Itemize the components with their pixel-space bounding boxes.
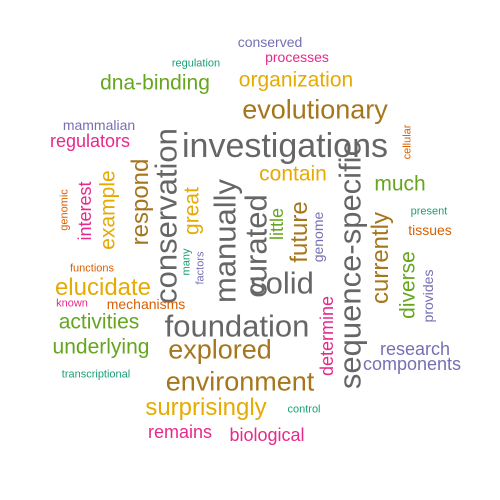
word-tissues: tissues xyxy=(408,222,452,238)
word-present: present xyxy=(410,205,448,218)
word-example: example xyxy=(96,170,120,250)
word-currently: currently xyxy=(367,211,394,305)
word-elucidate: elucidate xyxy=(54,274,152,301)
word-explored: explored xyxy=(168,334,272,365)
word-factors: factors xyxy=(194,251,207,285)
word-regulators: regulators xyxy=(49,131,131,151)
word-future: future xyxy=(286,201,313,263)
word-conserved: conserved xyxy=(237,34,303,50)
word-biological: biological xyxy=(229,425,305,445)
word-control: control xyxy=(287,403,321,416)
word-known: known xyxy=(56,297,88,310)
word-interest: interest xyxy=(75,181,95,241)
word-much: much xyxy=(374,172,426,196)
word-transcriptional: transcriptional xyxy=(61,368,131,381)
word-evolutionary: evolutionary xyxy=(242,94,388,125)
word-activities: activities xyxy=(58,310,140,334)
word-mammalian: mammalian xyxy=(62,117,136,133)
word-dna-binding: dna-binding xyxy=(100,71,210,95)
word-mechanisms: mechanisms xyxy=(106,296,186,312)
word-processes: processes xyxy=(265,49,329,65)
word-little: little xyxy=(267,207,287,241)
word-respond: respond xyxy=(127,158,154,246)
word-provides: provides xyxy=(420,269,436,323)
word-solid: solid xyxy=(250,265,314,301)
word-surprisingly: surprisingly xyxy=(145,394,267,421)
word-determine: determine xyxy=(317,295,337,377)
word-contain: contain xyxy=(259,162,327,186)
word-investigations: investigations xyxy=(181,127,389,165)
word-research: research xyxy=(379,339,451,359)
word-functions: functions xyxy=(69,262,115,275)
word-diverse: diverse xyxy=(396,251,420,319)
word-environment: environment xyxy=(165,366,315,397)
word-genome: genome xyxy=(310,211,326,263)
word-sequence-specific: sequence-specific xyxy=(332,140,368,390)
word-cellular: cellular xyxy=(401,124,414,160)
word-great: great xyxy=(180,187,204,235)
word-underlying: underlying xyxy=(52,335,150,359)
word-conservation: conservation xyxy=(148,128,184,304)
word-organization: organization xyxy=(238,68,354,92)
word-manually: manually xyxy=(207,178,243,304)
word-remains: remains xyxy=(147,422,213,442)
word-many: many xyxy=(180,248,193,276)
word-foundation: foundation xyxy=(164,308,310,344)
word-genomic: genomic xyxy=(58,189,71,231)
word-regulation: regulation xyxy=(171,57,221,70)
word-components: components xyxy=(362,354,462,374)
